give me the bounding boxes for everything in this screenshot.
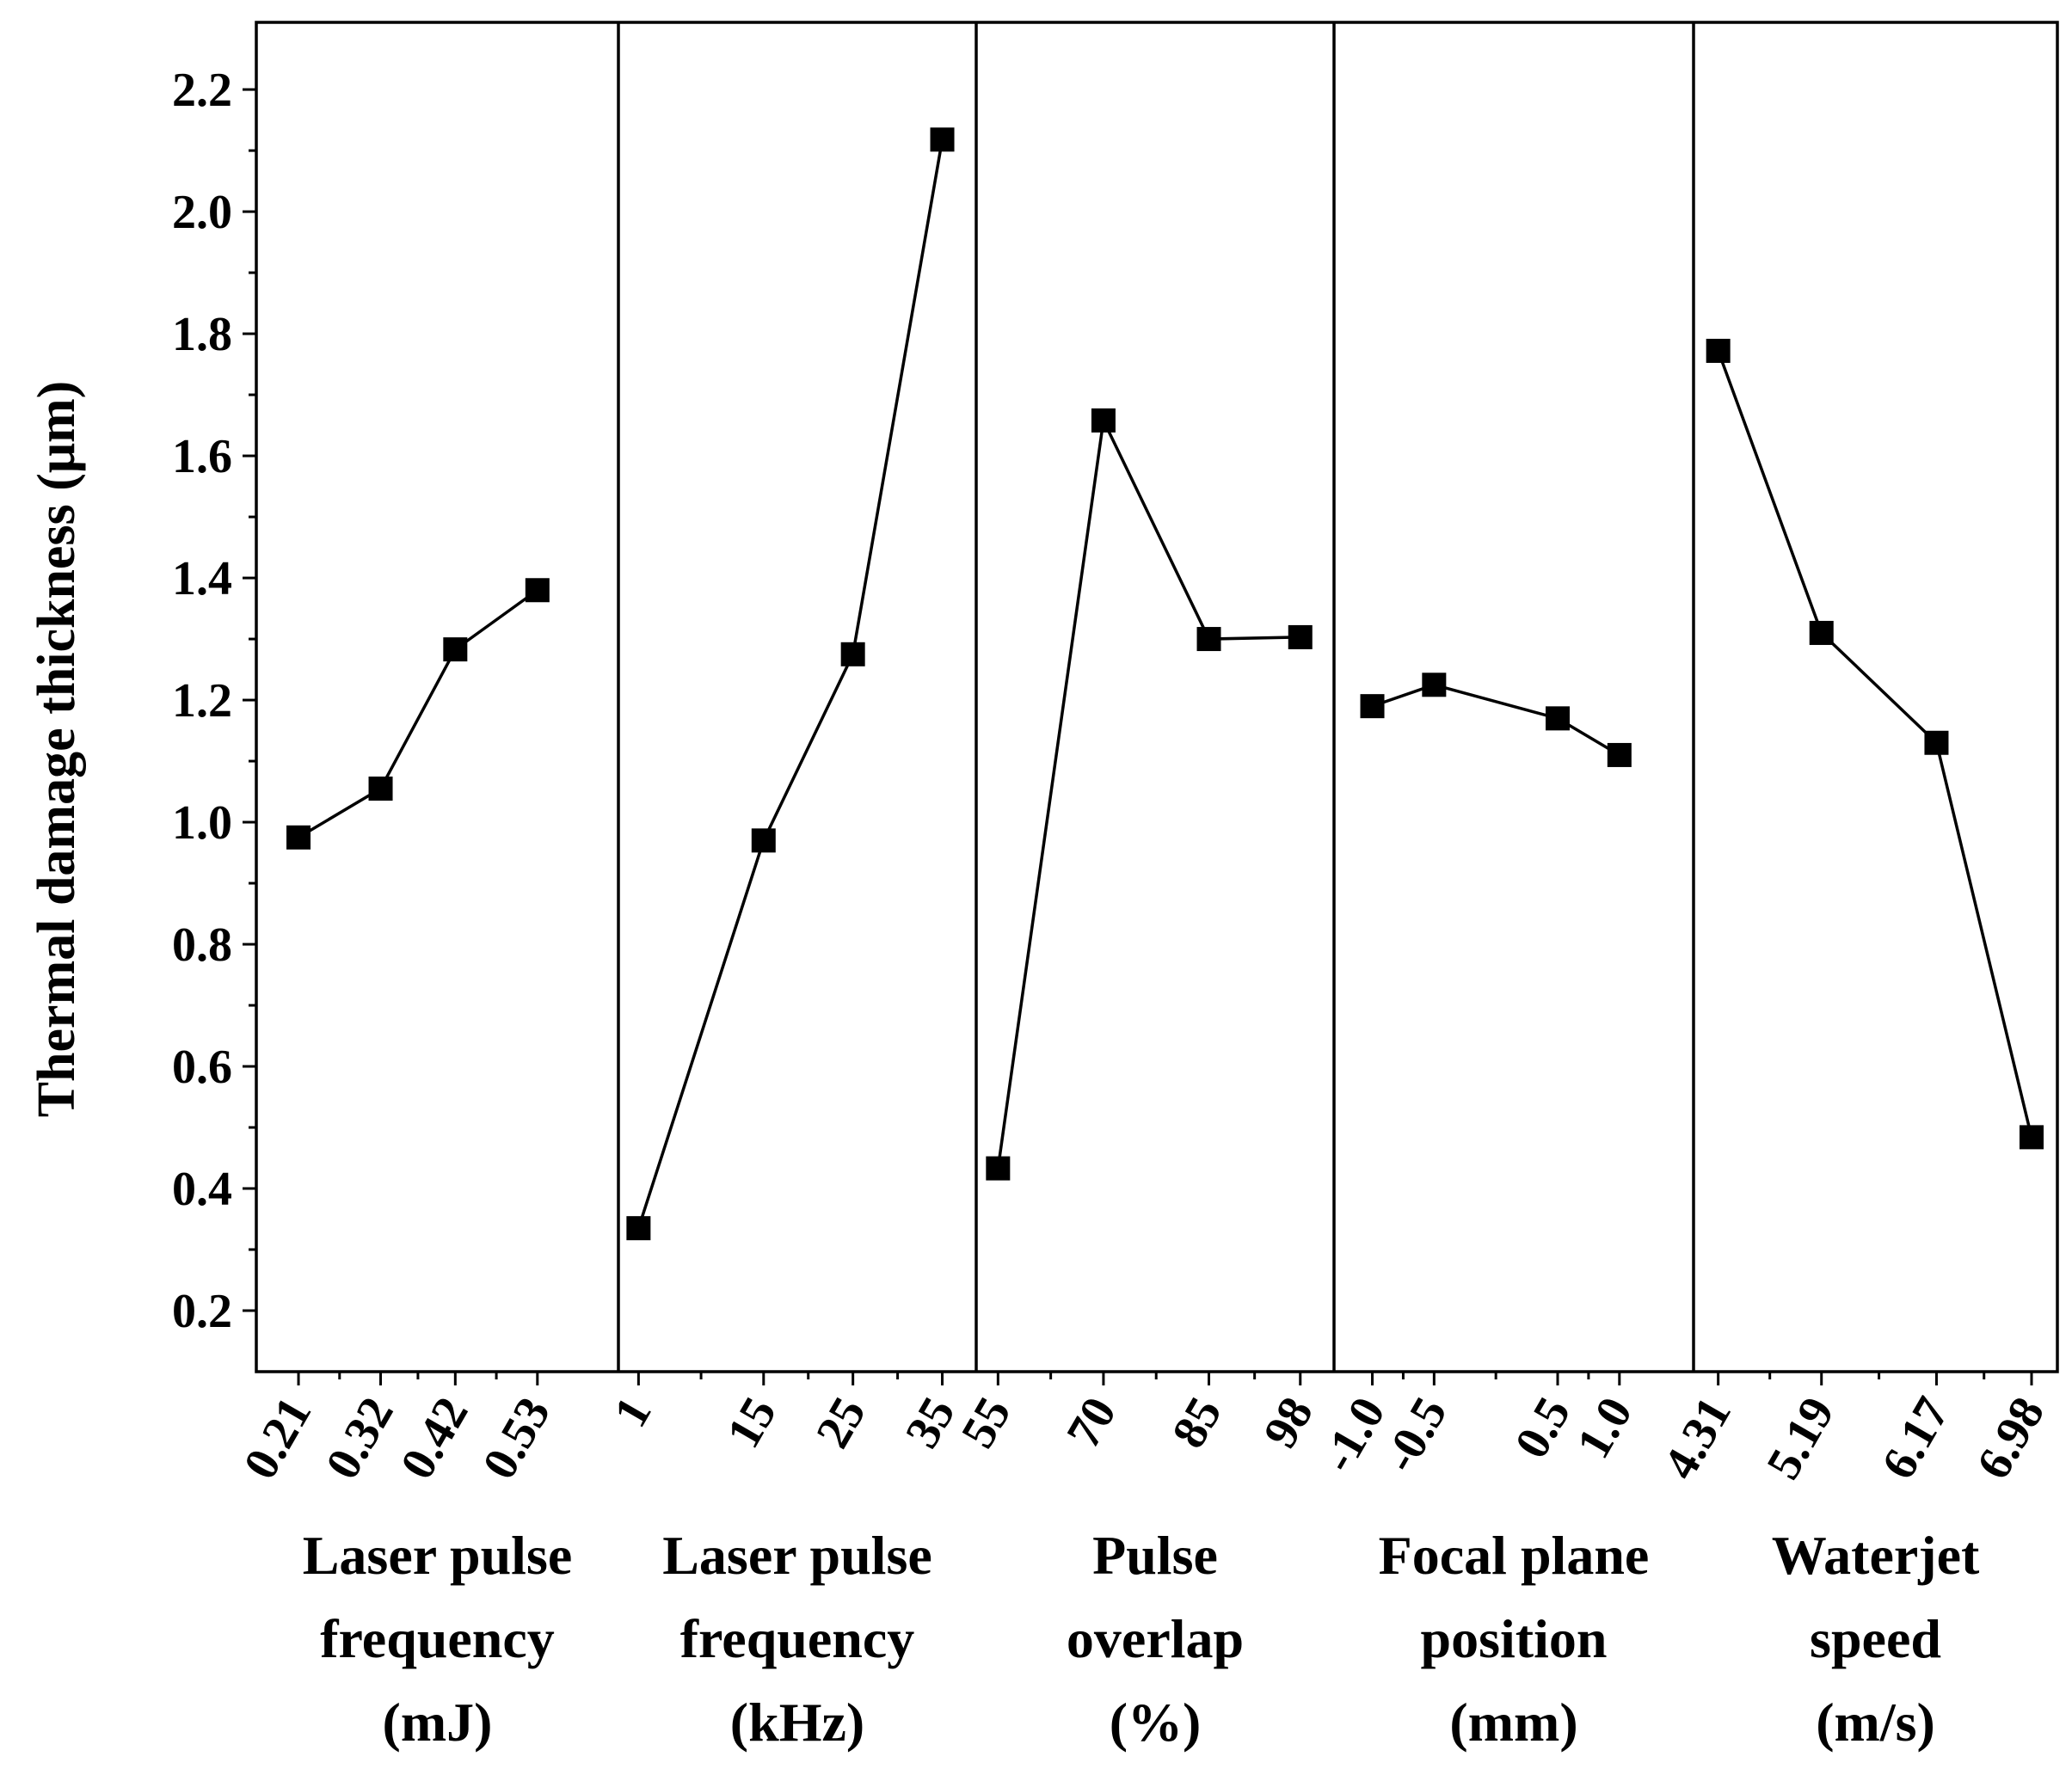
- y-tick-label: 1.0: [172, 796, 232, 850]
- y-tick-label: 0.4: [172, 1163, 232, 1216]
- y-tick-label: 1.4: [172, 552, 232, 605]
- x-axis-label-line: Laser pulse: [662, 1525, 932, 1586]
- series-line: [996, 415, 1300, 1169]
- y-tick-label: 1.6: [172, 430, 232, 483]
- data-point: [986, 1156, 1011, 1181]
- data-point: [1545, 706, 1570, 731]
- data-point: [1360, 694, 1385, 719]
- data-point: [1422, 673, 1447, 697]
- x-axis-label-line: speed: [1810, 1608, 1941, 1669]
- data-point: [286, 825, 311, 850]
- data-point: [1091, 408, 1116, 433]
- y-tick-label: 0.6: [172, 1041, 232, 1094]
- data-point: [2019, 1125, 2044, 1150]
- y-tick-label: 1.8: [172, 308, 232, 361]
- series-line: [298, 588, 538, 839]
- x-axis-label-line: (m/s): [1816, 1692, 1935, 1753]
- data-point: [930, 127, 955, 152]
- data-point: [1196, 627, 1221, 652]
- series-line: [1717, 350, 2033, 1138]
- plot-frame: [255, 21, 2059, 1373]
- data-point: [443, 637, 468, 662]
- y-axis-label: Thermal damage thickness (μm): [28, 381, 86, 1118]
- series-line: [1371, 683, 1620, 757]
- data-point: [1809, 620, 1834, 645]
- x-axis-label-line: Focal plane: [1379, 1525, 1650, 1586]
- x-axis-label-line: frequency: [320, 1608, 555, 1669]
- data-point: [751, 828, 776, 853]
- x-axis-label-line: (kHz): [730, 1692, 864, 1753]
- x-axis-label-line: overlap: [1067, 1608, 1244, 1669]
- data-point: [1607, 742, 1632, 767]
- x-axis-label-line: position: [1421, 1608, 1608, 1669]
- x-axis-label-line: Waterjet: [1772, 1525, 1980, 1586]
- data-point: [1924, 730, 1949, 755]
- x-axis-label-line: (mm): [1449, 1692, 1577, 1753]
- y-tick-label: 0.8: [172, 918, 232, 972]
- data-point: [368, 776, 393, 801]
- series-line: [636, 139, 944, 1229]
- data-point: [525, 578, 550, 603]
- y-tick-label: 2.2: [172, 64, 232, 117]
- plot-border: [255, 21, 2059, 1373]
- y-tick-label: 2.0: [172, 186, 232, 239]
- data-point: [840, 642, 865, 666]
- data-point: [1288, 624, 1313, 649]
- y-axis: 0.2 0.4 0.6 0.8 1.0 1.2 1.4 1.6 1.8 2.0 2.2: [172, 64, 256, 1338]
- data-point: [1706, 338, 1731, 363]
- x-axis-label-line: Pulse: [1092, 1525, 1218, 1586]
- y-tick-label: 0.2: [172, 1285, 232, 1338]
- x-axis-label-line: (%): [1110, 1692, 1202, 1753]
- x-axis-label-line: (mJ): [383, 1692, 493, 1753]
- data-point: [626, 1216, 651, 1241]
- y-tick-label: 1.2: [172, 674, 232, 728]
- x-axis-label-line: frequency: [680, 1608, 915, 1669]
- x-axis-label-line: Laser pulse: [303, 1525, 573, 1586]
